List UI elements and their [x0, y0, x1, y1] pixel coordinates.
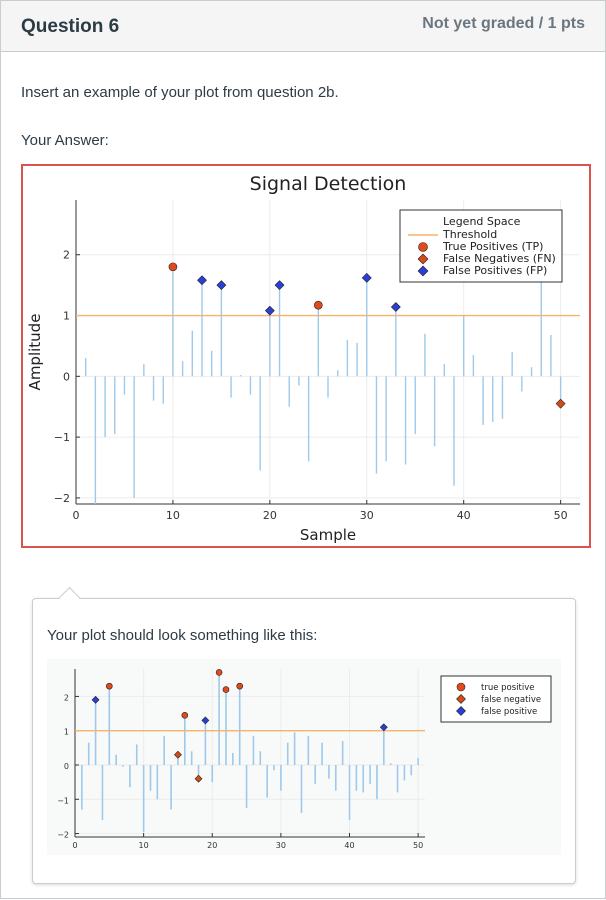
grading-status: Not yet graded / 1 pts	[422, 15, 585, 32]
your-answer-label: Your Answer:	[21, 132, 109, 149]
y-tick-label: 1	[63, 310, 70, 323]
question-header: Question 6 Not yet graded / 1 pts	[0, 0, 606, 52]
y-tick-label: −2	[54, 492, 70, 505]
false-positive-marker	[201, 716, 210, 725]
legend-label-2: false positive	[481, 707, 537, 717]
true-positive-marker	[236, 682, 244, 690]
x-tick-label: 10	[166, 509, 180, 522]
feedback-callout: Your plot should look something like thi…	[32, 598, 576, 884]
false-positive-marker	[91, 695, 100, 704]
x-tick-label: 20	[207, 841, 217, 850]
x-tick-label: 0	[72, 841, 77, 850]
x-tick-label: 20	[263, 509, 277, 522]
x-tick-label: 10	[139, 841, 149, 850]
x-tick-label: 40	[344, 841, 354, 850]
legend-label-0: true positive	[481, 683, 535, 693]
x-tick-label: 50	[554, 509, 568, 522]
false-positive-marker	[361, 272, 372, 283]
false-negative-marker	[174, 750, 182, 759]
y-tick-label: −1	[57, 796, 69, 805]
y-axis-label: Amplitude	[26, 314, 44, 391]
false-positive-marker	[379, 723, 388, 732]
reference-plot: 0 10 20 30 40 50 −2 −1 0 1 2 true positive false neg…	[47, 659, 561, 855]
x-tick-label: 0	[73, 509, 80, 522]
x-tick-label: 50	[413, 841, 423, 850]
false-positive-marker	[274, 280, 285, 291]
legend-fn-swatch	[456, 694, 466, 704]
y-tick-label: 2	[63, 249, 70, 262]
question-title: Question 6	[21, 16, 120, 37]
y-tick-label: 1	[64, 728, 69, 737]
false-positive-marker	[264, 305, 275, 316]
y-tick-label: 0	[63, 370, 70, 383]
false-negative-marker	[555, 398, 566, 409]
legend-label-2: True Positives (TP)	[442, 240, 543, 253]
false-negative-marker	[194, 774, 203, 783]
signal-detection-chart: 0 10 20 30 40 50 −2 −1 0 1 2 Signal Detection Sample…	[26, 173, 580, 544]
legend-label-1: false negative	[481, 695, 541, 705]
legend-tp-swatch	[456, 682, 466, 692]
true-positive-marker	[314, 300, 323, 310]
legend-fp-swatch	[417, 265, 429, 277]
y-tick-label: −2	[57, 831, 69, 840]
x-tick-label: 30	[360, 509, 374, 522]
chart-title: Signal Detection	[250, 173, 407, 195]
true-positive-marker	[106, 682, 113, 690]
callout-text: Your plot should look something like thi…	[47, 627, 318, 644]
legend-label-1: Threshold	[442, 228, 497, 241]
x-tick-label: 40	[457, 509, 471, 522]
true-positive-marker	[215, 669, 223, 676]
x-tick-label: 30	[276, 841, 286, 850]
false-positive-marker	[216, 280, 227, 291]
true-positive-marker	[222, 686, 230, 693]
legend-fp-swatch	[456, 706, 466, 716]
y-tick-label: 2	[64, 693, 69, 702]
x-axis-label: Sample	[300, 526, 356, 544]
false-positive-marker	[197, 275, 207, 286]
true-positive-marker	[168, 262, 178, 272]
false-positive-marker	[390, 302, 401, 312]
legend-label-4: False Positives (FP)	[443, 264, 547, 277]
reference-chart: 0 10 20 30 40 50 −2 −1 0 1 2 true positive false neg…	[57, 669, 552, 850]
legend-fn-swatch	[417, 253, 429, 265]
legend-tp-swatch	[418, 242, 428, 252]
y-tick-label: 0	[64, 762, 69, 771]
true-positive-marker	[181, 711, 189, 719]
legend-label-3: False Negatives (FN)	[443, 252, 556, 265]
answer-image: 0 10 20 30 40 50 −2 −1 0 1 2 Signal Detection Sample…	[21, 164, 591, 548]
y-tick-label: −1	[54, 431, 70, 444]
question-prompt: Insert an example of your plot from ques…	[21, 84, 339, 101]
legend-label-0: Legend Space	[443, 215, 521, 228]
